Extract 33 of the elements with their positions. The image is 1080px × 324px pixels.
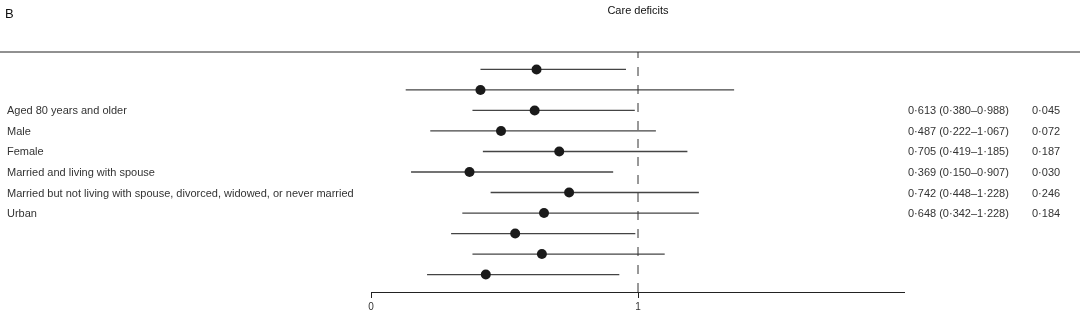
x-tick-label: 0 xyxy=(368,301,375,312)
data-label: 0·487 (0·222–1·067) xyxy=(908,125,1009,137)
data-label: 0·369 (0·150–0·907) xyxy=(908,166,1009,178)
text: 0·184 xyxy=(1032,207,1061,219)
text: 0·187 xyxy=(1032,145,1061,157)
y-tick-label: Married but not living with spouse, divorced, widowed, or never married xyxy=(7,187,354,199)
y-tick-label: Aged 80 years and older xyxy=(7,104,128,116)
y-tick-label: Female xyxy=(7,145,44,157)
point xyxy=(539,208,550,219)
point xyxy=(554,146,565,157)
data-label: 0·705 (0·419–1·185) xyxy=(908,145,1009,157)
point xyxy=(536,249,547,260)
text: 0·072 xyxy=(1032,125,1061,137)
text: 0·045 xyxy=(1032,104,1061,116)
point xyxy=(496,125,507,136)
text: 0·030 xyxy=(1032,166,1061,178)
point xyxy=(564,187,575,198)
point xyxy=(480,269,491,280)
text: 0·246 xyxy=(1032,187,1061,199)
x-tick-label: 1 xyxy=(635,301,642,312)
y-tick-label: Urban xyxy=(7,207,37,219)
text: B xyxy=(5,6,14,21)
y-tick-label: Male xyxy=(7,125,31,137)
point xyxy=(475,84,486,95)
chart-title: Care deficits xyxy=(607,3,670,16)
point xyxy=(510,228,521,239)
data-label: 0·742 (0·448–1·228) xyxy=(908,187,1009,199)
y-tick-label: Married and living with spouse xyxy=(7,166,155,178)
data-label: 0·613 (0·380–0·988) xyxy=(908,104,1009,116)
point xyxy=(464,167,475,177)
data-label: 0·648 (0·342–1·228) xyxy=(908,207,1009,219)
point xyxy=(529,105,540,116)
point xyxy=(531,64,542,75)
